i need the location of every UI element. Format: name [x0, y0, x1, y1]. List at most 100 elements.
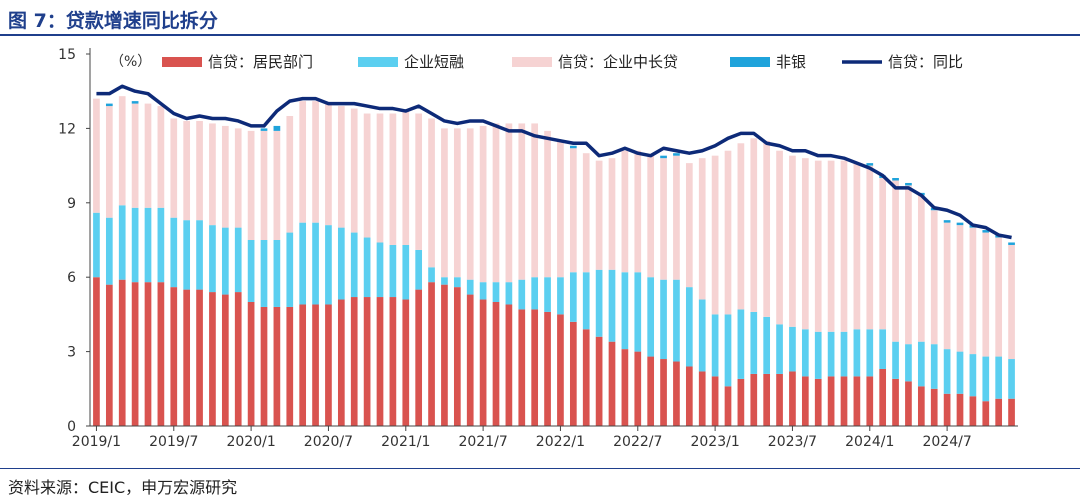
household-bar: [557, 314, 564, 426]
x-tick-label: 2024/7: [922, 434, 971, 450]
household-bar: [814, 378, 822, 426]
long-term-bar: [608, 158, 616, 270]
household-bar: [879, 368, 887, 426]
short-term-bar: [428, 267, 435, 283]
x-tick-label: 2022/7: [613, 434, 662, 450]
household-bar: [247, 302, 255, 426]
household-bar: [170, 287, 178, 426]
long-term-bar: [544, 130, 551, 278]
nonbank-bar: [673, 153, 680, 156]
y-tick-label: 3: [67, 345, 76, 361]
stacked-bars: [93, 96, 1015, 426]
long-term-bar: [582, 153, 590, 273]
household-bar: [608, 341, 616, 426]
household-bar: [582, 329, 590, 426]
long-term-bar: [105, 106, 113, 218]
short-term-bar: [209, 225, 216, 293]
short-term-bar: [518, 279, 526, 310]
nonbank-bar: [866, 163, 874, 166]
x-tick-label: 2020/7: [304, 434, 353, 450]
short-term-bar: [969, 354, 977, 397]
legend-swatch: [730, 57, 770, 67]
household-bar: [531, 309, 539, 426]
short-term-bar: [801, 329, 809, 377]
short-term-bar: [170, 217, 178, 288]
household-bar: [905, 381, 912, 426]
short-term-bar: [776, 324, 783, 374]
legend-label: 非银: [776, 53, 806, 71]
short-term-bar: [982, 356, 990, 402]
chart-title: 图 7：贷款增速同比拆分: [8, 10, 218, 32]
nonbank-bar: [273, 125, 281, 131]
long-term-bar: [569, 148, 577, 273]
total-growth-line: [96, 84, 1012, 240]
long-term-bar: [389, 113, 397, 245]
x-tick-label: 2019/7: [149, 434, 198, 450]
short-term-bar: [118, 205, 126, 280]
short-term-bar: [866, 329, 874, 377]
household-bar: [350, 297, 358, 426]
household-bar: [982, 401, 990, 426]
long-term-bar: [776, 150, 783, 325]
long-term-bar: [286, 116, 294, 233]
x-tick-label: 2021/1: [381, 434, 430, 450]
long-term-bar: [1008, 244, 1015, 360]
long-term-bar: [350, 108, 358, 233]
short-term-bar: [995, 356, 1003, 399]
short-term-bar: [479, 282, 487, 300]
long-term-bar: [453, 128, 461, 278]
long-term-bar: [956, 225, 964, 352]
long-term-bar: [892, 180, 899, 342]
short-term-bar: [595, 269, 603, 337]
long-term-bar: [325, 103, 332, 226]
household-bar: [776, 373, 783, 426]
long-term-bar: [557, 140, 564, 278]
short-term-bar: [350, 232, 358, 298]
long-term-bar: [312, 101, 319, 223]
household-bar: [956, 393, 964, 426]
nonbank-bar: [1008, 242, 1015, 245]
household-bar: [750, 373, 758, 426]
short-term-bar: [234, 227, 242, 293]
household-bar: [827, 376, 835, 426]
household-bar: [196, 289, 203, 426]
long-term-bar: [131, 103, 139, 208]
short-term-bar: [840, 331, 848, 377]
legend: 信贷：居民部门 企业短融 信贷：企业中长贷 非银 信贷：同比: [162, 53, 963, 71]
household-bar: [647, 356, 655, 426]
y-tick-label: 12: [58, 121, 76, 137]
nonbank-bar: [131, 101, 139, 104]
x-tick-label: 2020/1: [226, 434, 275, 450]
legend-swatch: [358, 57, 398, 67]
short-term-bar: [905, 344, 912, 382]
short-term-bar: [453, 277, 461, 288]
long-term-bar: [982, 232, 990, 357]
long-term-bar: [724, 150, 732, 315]
short-term-bar: [827, 331, 835, 377]
short-term-bar: [737, 309, 745, 379]
short-term-bar: [660, 279, 667, 360]
nonbank-bar: [105, 103, 113, 107]
short-term-bar: [621, 272, 629, 350]
household-bar: [466, 294, 474, 426]
long-term-bar: [801, 158, 809, 330]
household-bar: [673, 361, 680, 426]
short-term-bar: [930, 344, 938, 389]
household-bar: [892, 378, 899, 426]
short-term-bar: [647, 277, 655, 357]
household-bar: [621, 349, 629, 426]
long-term-bar: [853, 163, 861, 330]
household-bar: [544, 311, 551, 426]
short-term-bar: [505, 282, 513, 305]
long-term-bar: [183, 120, 191, 221]
household-bar: [118, 279, 126, 426]
title-rule: [0, 34, 1080, 36]
short-term-bar: [531, 277, 539, 310]
long-term-bar: [428, 118, 435, 268]
short-term-bar: [363, 237, 371, 298]
household-bar: [737, 378, 745, 426]
household-bar: [479, 299, 487, 426]
short-term-bar: [892, 341, 899, 379]
long-term-bar: [337, 106, 345, 228]
household-bar: [917, 386, 925, 426]
